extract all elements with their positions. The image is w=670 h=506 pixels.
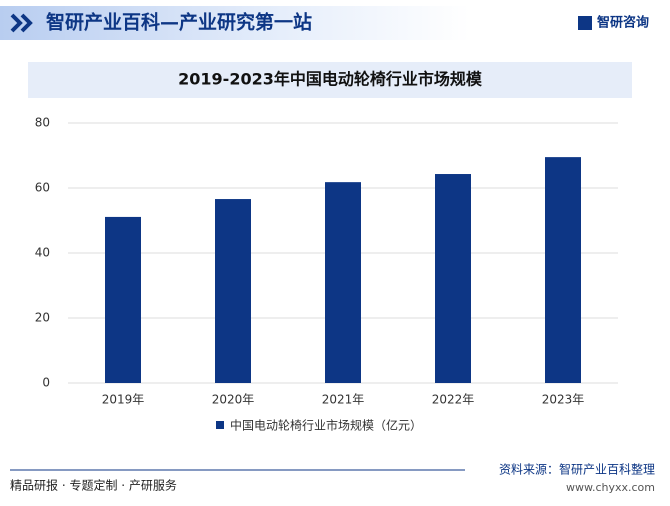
y-tick-label: 60 bbox=[35, 181, 50, 195]
footer-left: 精品研报 · 专题定制 · 产研服务 bbox=[10, 478, 177, 493]
header-title: 智研产业百科—产业研究第一站 bbox=[46, 11, 312, 34]
header-arrows bbox=[10, 13, 33, 33]
footer-url: www.chyxx.com bbox=[566, 481, 655, 494]
y-tick-label: 20 bbox=[35, 311, 50, 325]
header-band bbox=[0, 6, 470, 40]
bar bbox=[325, 182, 361, 383]
bar bbox=[215, 199, 251, 383]
logo-icon bbox=[578, 16, 592, 30]
y-tick-label: 80 bbox=[35, 116, 50, 130]
x-tick-label: 2021年 bbox=[322, 393, 365, 407]
legend-label: 中国电动轮椅行业市场规模（亿元） bbox=[230, 418, 422, 433]
x-tick-label: 2020年 bbox=[212, 393, 255, 407]
y-tick-label: 40 bbox=[35, 246, 50, 260]
legend-swatch bbox=[216, 421, 224, 429]
bar bbox=[545, 157, 581, 383]
footer-source: 资料来源：智研产业百科整理 bbox=[499, 462, 655, 477]
bar bbox=[105, 216, 141, 383]
logo-text: 智研咨询 bbox=[597, 15, 649, 31]
chart-title: 2019-2023年中国电动轮椅行业市场规模 bbox=[178, 70, 483, 89]
x-tick-label: 2023年 bbox=[542, 393, 585, 407]
bar bbox=[435, 174, 471, 383]
x-tick-label: 2022年 bbox=[432, 393, 475, 407]
x-tick-label: 2019年 bbox=[102, 393, 145, 407]
title-box bbox=[28, 62, 632, 98]
y-tick-label: 0 bbox=[42, 376, 50, 390]
